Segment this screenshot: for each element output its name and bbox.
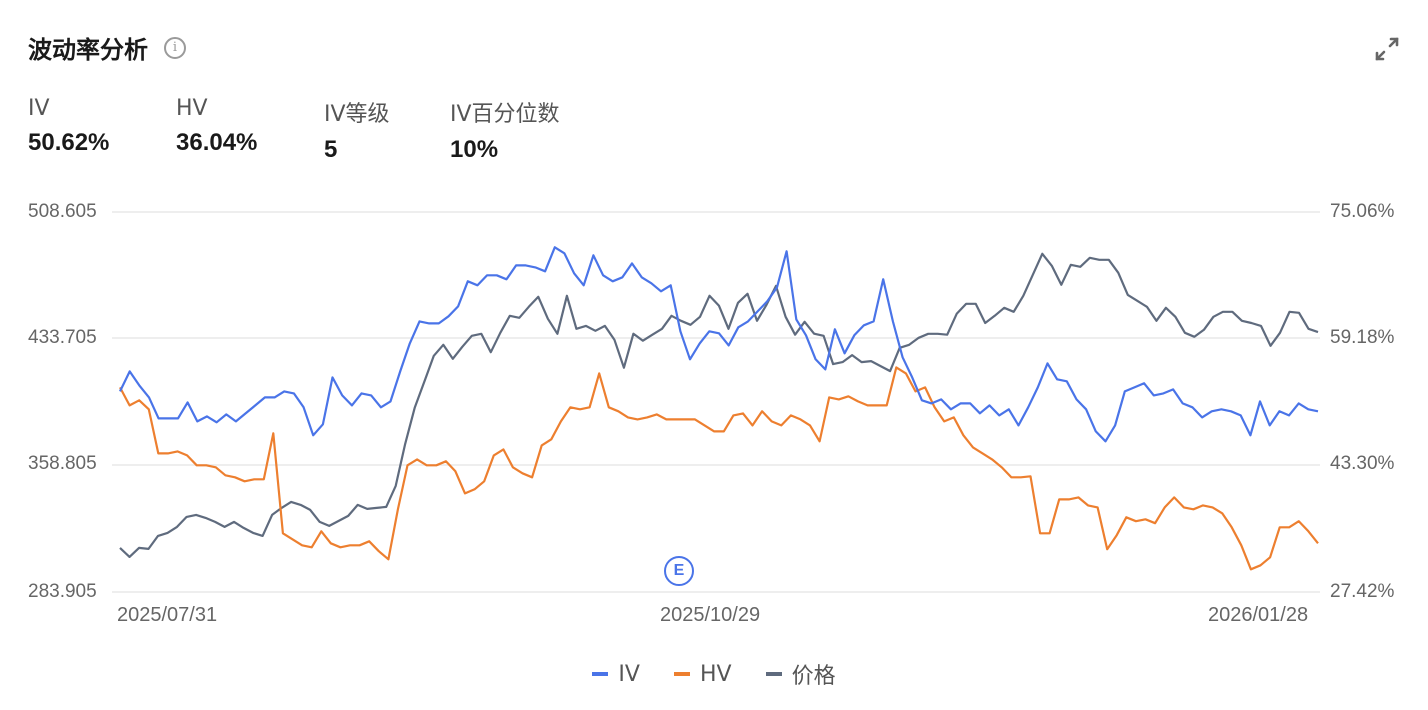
right-axis-tick: 59.18% — [1330, 327, 1395, 348]
series-line-IV — [119, 246, 1319, 443]
right-axis-tick: 43.30% — [1330, 453, 1395, 474]
legend: IV HV 价格 — [0, 658, 1428, 690]
legend-swatch-icon — [592, 672, 609, 676]
legend-swatch-icon — [673, 672, 690, 676]
right-axis-tick: 27.42% — [1330, 581, 1395, 602]
x-axis-tick: 2025/07/31 — [117, 604, 218, 626]
stat-iv-percentile: IV百分位数 10% — [450, 96, 560, 164]
stat-value: 10% — [450, 136, 499, 163]
legend-swatch-icon — [765, 672, 782, 676]
stat-label: IV — [28, 96, 50, 121]
stat-label: IV等级 — [324, 102, 390, 127]
legend-item-hv[interactable]: HV — [673, 658, 732, 690]
stat-value: 5 — [324, 136, 338, 163]
legend-label: 价格 — [791, 664, 836, 689]
info-circle-icon[interactable]: i — [164, 36, 186, 59]
right-axis-tick: 75.06% — [1330, 201, 1395, 222]
header: 波动率分析 i — [28, 30, 186, 65]
stat-iv-rank: IV等级 5 — [324, 96, 390, 164]
stat-value: 50.62% — [28, 129, 110, 156]
legend-label: IV — [618, 661, 640, 687]
series-line-HV — [119, 366, 1319, 571]
left-axis-tick: 283.905 — [28, 581, 97, 602]
series-line-价格 — [119, 252, 1319, 559]
legend-item-iv[interactable]: IV — [592, 658, 640, 690]
series-lines — [119, 246, 1319, 571]
legend-item-price[interactable]: 价格 — [765, 658, 836, 690]
page-title: 波动率分析 — [28, 36, 148, 64]
stat-iv: IV 50.62% — [28, 96, 109, 157]
stat-label: HV — [176, 96, 208, 121]
stat-hv: HV 36.04% — [176, 96, 257, 157]
expand-arrows-icon[interactable] — [1372, 34, 1402, 64]
left-axis-tick: 358.805 — [28, 453, 97, 474]
stat-value: 36.04% — [176, 129, 258, 156]
stat-label: IV百分位数 — [450, 102, 560, 127]
left-axis-tick: 433.705 — [28, 327, 97, 348]
earnings-marker-icon[interactable]: E — [664, 556, 694, 586]
x-axis-tick: 2025/10/29 — [660, 604, 761, 626]
x-axis-tick: 2026/01/28 — [1208, 604, 1309, 626]
legend-label: HV — [699, 661, 732, 687]
gridlines — [112, 211, 1320, 593]
left-axis-tick: 508.605 — [28, 201, 97, 222]
